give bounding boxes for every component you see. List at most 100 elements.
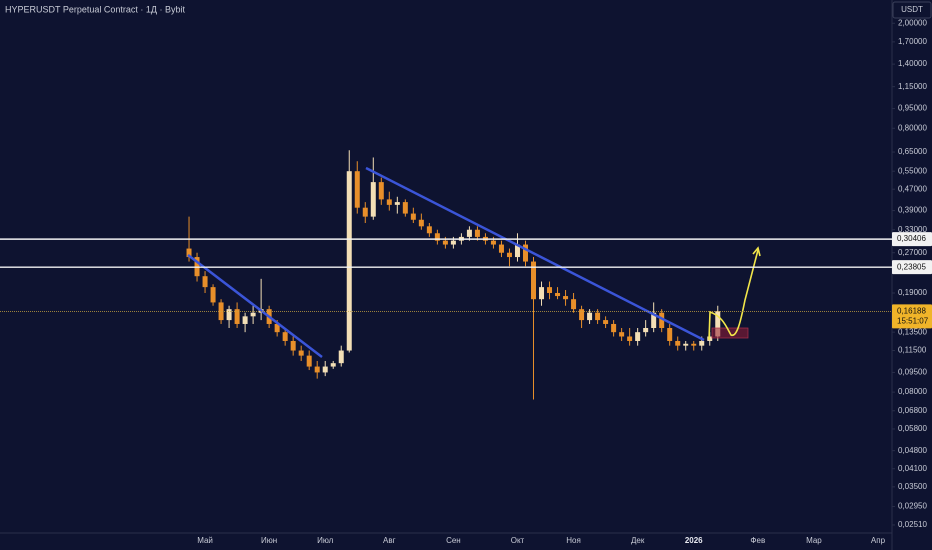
y-tick-label: 0,09500 — [898, 368, 927, 377]
trend-line — [365, 166, 705, 342]
last-price-label: 0,16188 — [897, 306, 926, 315]
candle-body — [506, 252, 512, 258]
x-tick-label: Авг — [383, 536, 396, 545]
candle-body — [218, 302, 224, 321]
y-tick-label: 1,40000 — [898, 59, 927, 68]
y-tick-label: 0,19000 — [898, 288, 927, 297]
y-tick-label: 0,04100 — [898, 464, 927, 473]
x-tick-label: Ноя — [566, 536, 581, 545]
chart-title: HYPERUSDT Perpetual Contract · 1Д · Bybi… — [5, 4, 185, 14]
candle-body — [226, 309, 232, 321]
candle-body — [603, 320, 609, 324]
x-tick-label: Май — [197, 536, 213, 545]
y-tick-label: 0,39000 — [898, 206, 927, 215]
candle-body — [386, 199, 392, 205]
candle-body — [274, 323, 280, 333]
candle-body — [514, 244, 520, 258]
y-tick-label: 0,55000 — [898, 166, 927, 175]
candle-body — [619, 332, 625, 337]
y-tick-label: 0,27000 — [898, 248, 927, 257]
candle-body — [651, 312, 657, 328]
candle-body — [539, 287, 545, 300]
arrow-head — [752, 246, 761, 257]
candle-body — [531, 261, 537, 300]
y-tick-label: 0,11500 — [898, 346, 927, 355]
x-tick-label: Мар — [806, 536, 822, 545]
projection-arrow — [708, 249, 759, 341]
price-label-box — [892, 260, 932, 275]
candle-body — [611, 323, 617, 333]
x-tick-label: Фев — [750, 536, 765, 545]
candle-body — [298, 350, 304, 356]
plot — [186, 150, 721, 400]
candle-body — [354, 171, 360, 208]
candle-body — [442, 240, 448, 245]
candle-body — [378, 182, 384, 200]
candle-body — [250, 312, 256, 317]
candle-body — [290, 340, 296, 351]
candle-body — [418, 219, 424, 227]
candle-body — [498, 244, 504, 253]
candle-body — [522, 244, 528, 262]
x-tick-label: Июл — [317, 536, 334, 545]
candle-body — [210, 287, 216, 303]
y-tick-label: 0,80000 — [898, 123, 927, 132]
candle-body — [474, 229, 480, 237]
candle-body — [595, 312, 601, 321]
y-tick-label: 1,70000 — [898, 37, 927, 46]
candle-body — [306, 355, 312, 367]
candle-body — [242, 316, 248, 324]
x-tick-label: Окт — [511, 536, 525, 545]
x-tick-label: Июн — [261, 536, 277, 545]
candle-body — [282, 332, 288, 341]
y-tick-label: 0,02510 — [898, 520, 927, 529]
candle-body — [699, 340, 705, 346]
currency-label: USDT — [901, 5, 923, 14]
candle-body — [490, 240, 496, 245]
candle-body — [202, 276, 208, 288]
y-tick-label: 0,04800 — [898, 446, 927, 455]
candle-body — [683, 343, 689, 346]
x-tick-label: Дек — [631, 536, 645, 545]
trend-line — [187, 254, 323, 358]
candle-body — [186, 248, 192, 258]
candle-body — [643, 327, 649, 333]
candle-body — [426, 226, 432, 234]
candle-body — [659, 312, 665, 328]
candle-body — [362, 207, 368, 217]
y-tick-label: 0,65000 — [898, 147, 927, 156]
price-label: 0,30406 — [897, 234, 926, 243]
y-tick-label: 0,13500 — [898, 327, 927, 336]
candle-body — [434, 233, 440, 241]
candle-body — [450, 240, 456, 245]
y-tick-label: 0,05800 — [898, 424, 927, 433]
candle-body — [547, 287, 553, 294]
currency-box[interactable] — [892, 1, 932, 19]
candle-body — [338, 350, 344, 364]
y-tick-label: 2,00000 — [898, 18, 927, 27]
candle-body — [587, 312, 593, 321]
x-tick-label: Сен — [446, 536, 461, 545]
candle-body — [555, 293, 561, 297]
candle-body — [563, 296, 569, 300]
candle-body — [394, 202, 400, 205]
candle-body — [322, 366, 328, 373]
candle-body — [579, 309, 585, 321]
candle-body — [466, 229, 472, 237]
candle-body — [370, 182, 376, 217]
x-tick-label: Апр — [871, 536, 886, 545]
candle-body — [627, 336, 633, 341]
x-tick-label: 2026 — [685, 536, 703, 545]
candle-body — [571, 299, 577, 310]
price-label-box — [892, 232, 932, 247]
last-price-box — [892, 304, 932, 329]
y-tick-label: 0,02950 — [898, 502, 927, 511]
y-tick-label: 1,15000 — [898, 82, 927, 91]
candle-body — [234, 309, 240, 324]
candle-body — [346, 171, 352, 351]
y-tick-label: 0,03500 — [898, 482, 927, 491]
candle-body — [635, 332, 641, 341]
